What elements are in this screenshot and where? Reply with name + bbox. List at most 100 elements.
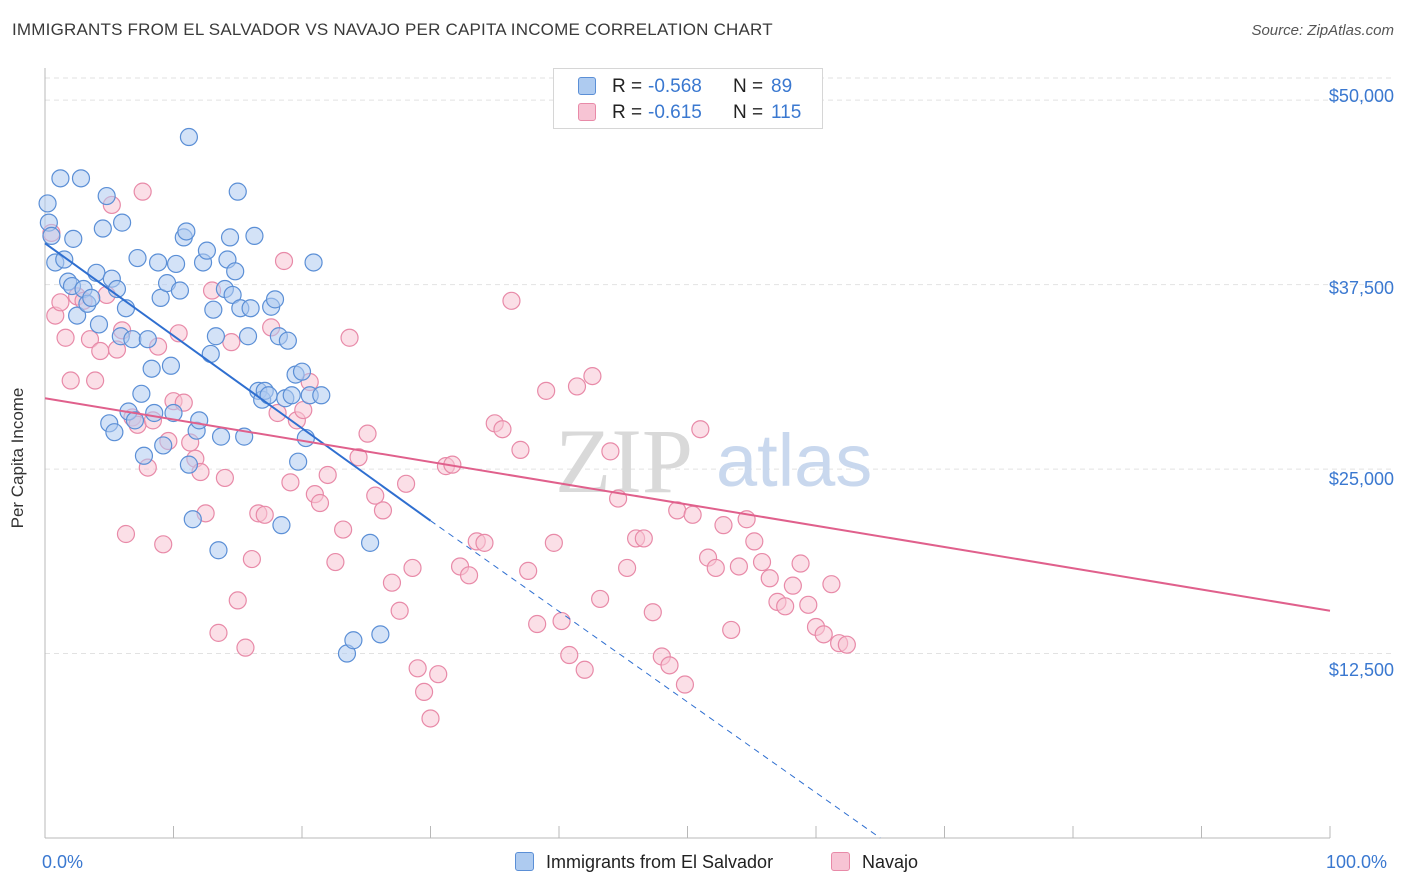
navajo-point <box>429 665 448 684</box>
y-axis-label: Per Capita Income <box>8 387 27 529</box>
el-salvador-point <box>38 194 57 213</box>
n-value: 89 <box>771 76 793 97</box>
navajo-point <box>822 575 841 594</box>
el-salvador-points <box>38 127 390 663</box>
navajo-point <box>154 535 173 554</box>
navajo-point <box>675 675 695 694</box>
navajo-point <box>390 601 409 620</box>
navajo-point <box>51 293 70 312</box>
navajo-point <box>228 591 247 610</box>
r-label: R = <box>612 76 643 97</box>
navajo-point <box>567 377 587 396</box>
series-legend: Immigrants from El Salvador Navajo <box>0 852 1406 878</box>
el-salvador-point <box>183 510 202 529</box>
el-salvador-point <box>361 533 380 552</box>
el-salvador-point <box>289 452 308 471</box>
navajo-point <box>366 486 385 505</box>
chart-title: IMMIGRANTS FROM EL SALVADOR VS NAVAJO PE… <box>12 20 773 39</box>
x-tick-label-min: 0.0% <box>42 852 84 872</box>
el-salvador-point <box>145 403 164 423</box>
watermark-atlas: atlas <box>716 419 872 502</box>
navajo-point <box>776 597 795 616</box>
y-tick-label: $25,000 <box>1328 469 1394 489</box>
el-salvador-point <box>128 248 147 268</box>
navajo-point <box>396 474 416 493</box>
navajo-point <box>358 424 377 443</box>
navajo-point <box>643 603 662 622</box>
navajo-point <box>340 328 359 347</box>
legend-label: Immigrants from El Salvador <box>546 852 774 872</box>
navajo-point <box>634 529 653 548</box>
legend-item-navajo[interactable]: Navajo <box>831 852 918 873</box>
navajo-point <box>583 366 602 386</box>
el-salvador-point <box>304 253 323 272</box>
el-salvador-point <box>179 127 199 147</box>
el-salvador-point <box>123 330 142 349</box>
navajo-point <box>86 371 105 390</box>
navajo-point <box>373 501 393 520</box>
n-value: 115 <box>771 102 802 123</box>
legend-item-el-salvador[interactable]: Immigrants from El Salvador <box>515 852 773 873</box>
el-salvador-point <box>204 300 223 319</box>
el-salvador-point <box>259 386 278 405</box>
navajo-point <box>729 557 749 576</box>
navajo-point <box>691 420 710 439</box>
el-salvador-point <box>134 446 154 465</box>
navajo-point <box>318 465 337 485</box>
navajo-point <box>660 656 679 675</box>
navajo-point <box>56 328 75 347</box>
el-salvador-point <box>197 241 217 260</box>
navajo-point <box>408 659 427 678</box>
el-salvador-point <box>179 455 199 474</box>
navajo-point <box>575 660 594 679</box>
navajo-point <box>552 611 571 631</box>
navajo-point <box>326 552 345 572</box>
navajo-point <box>722 620 741 640</box>
el-salvador-trend-line <box>44 242 432 522</box>
navajo-point <box>255 505 274 524</box>
navajo-point <box>382 573 402 592</box>
navajo-point <box>537 381 556 400</box>
pink-swatch <box>578 103 596 121</box>
r-label: R = <box>612 102 643 123</box>
y-tick-label: $37,500 <box>1328 278 1394 298</box>
r-value: -0.568 <box>648 76 702 97</box>
el-salvador-point <box>201 344 220 364</box>
el-salvador-point <box>278 331 297 350</box>
navajo-point <box>683 505 702 524</box>
el-salvador-point <box>166 254 186 274</box>
el-salvador-point <box>89 315 109 334</box>
el-salvador-point <box>93 219 112 238</box>
el-salvador-point <box>312 386 331 405</box>
el-salvador-point <box>177 222 196 241</box>
el-salvador-point <box>220 228 240 247</box>
navajo-point <box>349 448 368 467</box>
el-salvador-point <box>170 281 190 300</box>
navajo-point <box>334 520 353 539</box>
navajo-point <box>618 558 637 578</box>
navajo-point <box>236 638 255 657</box>
el-salvador-point <box>97 186 116 206</box>
el-salvador-point <box>68 306 87 325</box>
el-salvador-point <box>209 541 228 560</box>
navajo-point <box>310 493 330 513</box>
el-salvador-point <box>148 253 168 272</box>
stats-legend: R = -0.568 N = 89 R = -0.615 N = 115 <box>553 68 823 129</box>
navajo-point <box>511 440 530 459</box>
navajo-point <box>80 330 100 349</box>
el-salvador-point <box>228 182 247 201</box>
navajo-point <box>116 524 136 544</box>
y-tick-label: $50,000 <box>1328 86 1394 106</box>
el-salvador-point <box>154 436 173 455</box>
navajo-point <box>601 442 620 461</box>
navajo-point <box>133 182 152 201</box>
el-salvador-point <box>282 386 301 405</box>
el-salvador-point <box>206 327 226 346</box>
el-salvador-point <box>71 169 91 188</box>
el-salvador-point <box>190 411 209 430</box>
trend-lines <box>44 242 1331 839</box>
x-tick-label-max: 100.0% <box>1326 852 1388 872</box>
blue-swatch <box>515 852 534 871</box>
navajo-trend-line <box>44 397 1331 612</box>
navajo-point <box>281 473 300 492</box>
